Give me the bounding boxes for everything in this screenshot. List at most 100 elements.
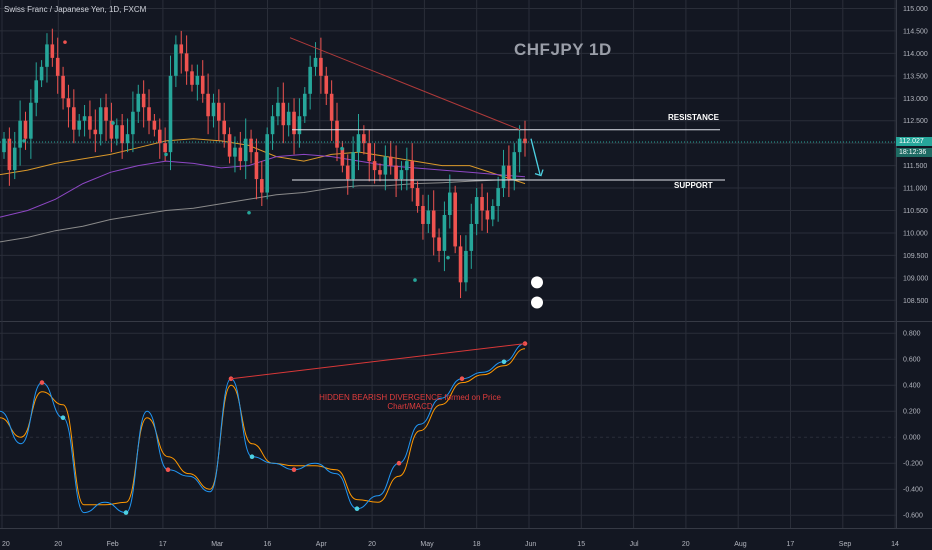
candle-body	[329, 93, 334, 121]
candle-body	[297, 116, 302, 135]
price-tick-label: 109.000	[903, 275, 928, 282]
candle-body	[136, 93, 141, 112]
time-tick-label: 20	[54, 541, 62, 548]
candle-body	[243, 138, 248, 162]
signal-marker	[446, 255, 450, 260]
time-tick-label: Apr	[316, 541, 328, 548]
grid-layer	[0, 0, 932, 529]
price-tick-label: 109.500	[903, 253, 928, 260]
candle-body	[490, 206, 495, 220]
candle-body	[200, 75, 205, 94]
candle-body	[335, 120, 339, 148]
candle-body	[254, 152, 259, 180]
candle-body	[394, 165, 398, 180]
signal-line	[0, 348, 526, 506]
time-tick-label: 14	[891, 541, 899, 548]
candle-body	[496, 188, 500, 207]
candle-body	[523, 138, 527, 144]
candle-body	[388, 156, 393, 166]
event-badge-icon	[531, 296, 543, 309]
crossover-dot	[291, 467, 297, 473]
candle-body	[281, 102, 286, 126]
candle-body	[157, 129, 162, 144]
candle-body	[442, 214, 447, 251]
price-tick-label: 114.500	[903, 28, 928, 35]
crossover-dot	[501, 359, 507, 365]
candle-body	[517, 138, 522, 153]
price-divergence-line	[289, 37, 521, 131]
signal-marker	[111, 121, 115, 125]
indicator-tick-label: 0.000	[903, 435, 921, 442]
crossover-dot	[60, 415, 66, 421]
candle-body	[378, 170, 382, 175]
macd-line	[0, 343, 526, 514]
candle-body	[104, 107, 108, 121]
candle-body	[292, 111, 296, 135]
candle-body	[39, 66, 44, 81]
macd-panel	[0, 341, 528, 515]
price-tick-label: 112.500	[903, 118, 928, 125]
candle-body	[45, 44, 49, 67]
candle-body	[190, 71, 194, 85]
candle-body	[211, 102, 216, 117]
candle-body	[426, 210, 431, 224]
last-price-tag: 112.027	[896, 137, 932, 146]
indicator-tick-label: -0.400	[903, 487, 923, 494]
candle-body	[114, 125, 119, 139]
candle-body	[249, 138, 253, 153]
candle-body	[109, 120, 114, 139]
price-tick-label: 115.000	[903, 6, 928, 13]
indicator-tick-label: 0.400	[903, 383, 921, 390]
candle-body	[356, 134, 361, 153]
signal-marker	[22, 139, 26, 143]
price-tick-label: 111.500	[903, 163, 927, 170]
forecast-arrow	[530, 138, 541, 175]
price-tick-label: 114.000	[903, 51, 928, 58]
candle-body	[152, 120, 157, 130]
candle-body	[23, 120, 28, 139]
symbol-title: Swiss Franc / Japanese Yen, 1D, FXCM	[4, 5, 147, 14]
indicator-tick-label: 0.200	[903, 409, 921, 416]
candle-body	[55, 57, 60, 76]
crossover-dot	[354, 506, 360, 512]
price-tick-label: 110.500	[903, 208, 928, 215]
candle-body	[174, 44, 178, 76]
candle-body	[265, 134, 269, 193]
price-tick-label: 111.000	[903, 186, 927, 193]
time-tick-label: 20	[682, 541, 690, 548]
candle-body	[217, 102, 221, 121]
candle-body	[399, 170, 404, 180]
time-tick-label: Jun	[525, 541, 536, 548]
resistance-label: RESISTANCE	[668, 113, 719, 122]
candle-body	[18, 120, 22, 148]
candle-body	[206, 93, 210, 117]
moving-averages	[0, 138, 526, 243]
macd-divergence-line	[230, 343, 526, 380]
price-tick-label: 108.500	[903, 298, 928, 305]
support-resistance-lines	[0, 37, 896, 309]
time-tick-label: Aug	[734, 541, 747, 548]
candle-body	[302, 93, 307, 117]
candle-body	[345, 165, 350, 180]
candle-body	[453, 192, 457, 247]
time-tick-label: 16	[264, 541, 272, 548]
indicator-tick-label: -0.600	[903, 513, 923, 520]
time-tick-label: 20	[2, 541, 10, 548]
candle-body	[367, 143, 372, 162]
candle-body	[437, 237, 441, 251]
crossover-dot	[396, 460, 402, 466]
signal-marker	[63, 40, 67, 44]
candle-body	[82, 116, 87, 121]
candle-body	[270, 116, 275, 135]
candle-body	[66, 98, 71, 108]
candle-body	[469, 223, 474, 251]
time-tick-label: Feb	[107, 541, 119, 548]
candle-body	[61, 75, 65, 99]
candle-body	[260, 179, 264, 193]
candle-body	[125, 134, 130, 144]
candle-body	[72, 107, 76, 130]
signal-marker	[413, 278, 417, 282]
candle-body	[286, 111, 291, 126]
candle-body	[507, 165, 511, 180]
